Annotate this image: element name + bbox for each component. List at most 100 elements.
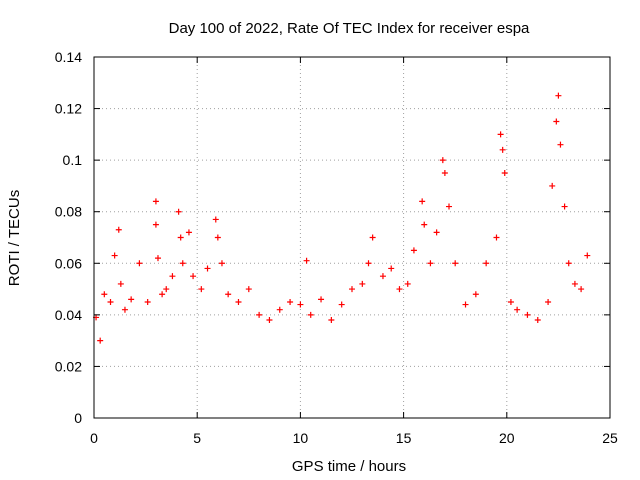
data-point bbox=[303, 257, 310, 264]
data-point bbox=[427, 260, 434, 267]
data-point bbox=[404, 280, 411, 287]
data-point bbox=[297, 301, 304, 308]
ticks-layer bbox=[93, 56, 611, 419]
data-point bbox=[212, 216, 219, 223]
y-tick-label: 0 bbox=[74, 410, 82, 426]
data-point bbox=[266, 317, 273, 324]
data-point bbox=[218, 260, 225, 267]
y-tick-label: 0.12 bbox=[55, 101, 82, 117]
data-point bbox=[136, 260, 143, 267]
data-point bbox=[97, 337, 104, 344]
data-point bbox=[555, 92, 562, 99]
data-point bbox=[179, 260, 186, 267]
y-tick-label: 0.04 bbox=[55, 307, 82, 323]
data-point bbox=[328, 317, 335, 324]
data-point bbox=[545, 298, 552, 305]
data-point bbox=[152, 221, 159, 228]
data-point bbox=[117, 280, 124, 287]
y-tick-label: 0.06 bbox=[55, 255, 82, 271]
y-tick-labels: 0 0.02 0.04 0.06 0.08 0.1 0.12 0.14 bbox=[55, 49, 82, 426]
x-tick-label: 20 bbox=[499, 430, 515, 446]
data-point bbox=[115, 226, 122, 233]
data-point bbox=[198, 286, 205, 293]
data-point bbox=[578, 286, 585, 293]
data-point bbox=[163, 286, 170, 293]
data-point bbox=[441, 170, 448, 177]
x-tick-label: 15 bbox=[396, 430, 412, 446]
chart-title: Day 100 of 2022, Rate Of TEC Index for r… bbox=[169, 20, 530, 37]
data-point bbox=[256, 311, 263, 318]
data-point bbox=[497, 131, 504, 138]
data-point bbox=[159, 291, 166, 298]
data-point bbox=[396, 286, 403, 293]
data-point bbox=[421, 221, 428, 228]
x-axis-label: GPS time / hours bbox=[292, 458, 406, 475]
data-point bbox=[499, 146, 506, 153]
data-point bbox=[225, 291, 232, 298]
y-axis-label: ROTI / TECUs bbox=[6, 190, 23, 286]
data-point bbox=[571, 280, 578, 287]
data-point bbox=[507, 298, 514, 305]
data-point bbox=[472, 291, 479, 298]
y-tick-label: 0.14 bbox=[55, 49, 82, 65]
data-point bbox=[501, 170, 508, 177]
data-point bbox=[433, 229, 440, 236]
data-point bbox=[349, 286, 355, 293]
y-tick-label: 0.1 bbox=[63, 152, 83, 168]
data-point bbox=[557, 141, 564, 148]
data-points-layer bbox=[93, 92, 591, 344]
data-point bbox=[287, 298, 294, 305]
grid-layer bbox=[94, 57, 610, 418]
data-point bbox=[452, 260, 459, 267]
data-point bbox=[154, 255, 161, 262]
data-point bbox=[235, 298, 242, 305]
data-point bbox=[144, 298, 151, 305]
x-tick-label: 5 bbox=[193, 430, 201, 446]
data-point bbox=[379, 273, 386, 280]
y-tick-label: 0.08 bbox=[55, 204, 82, 220]
data-point bbox=[369, 234, 376, 241]
data-point bbox=[318, 296, 325, 303]
x-tick-label: 10 bbox=[293, 430, 309, 446]
data-point bbox=[111, 252, 118, 259]
data-point bbox=[307, 311, 314, 318]
data-point bbox=[276, 306, 283, 313]
data-point bbox=[439, 157, 446, 164]
data-point bbox=[483, 260, 490, 267]
data-point bbox=[410, 247, 417, 254]
data-point bbox=[534, 317, 541, 324]
data-point bbox=[446, 203, 453, 210]
data-point bbox=[419, 198, 426, 205]
data-point bbox=[388, 265, 395, 272]
data-point bbox=[152, 198, 159, 205]
data-point bbox=[565, 260, 572, 267]
data-point bbox=[121, 306, 128, 313]
x-tick-label: 0 bbox=[90, 430, 98, 446]
data-point bbox=[365, 260, 372, 267]
data-point bbox=[524, 311, 531, 318]
data-point bbox=[462, 301, 469, 308]
data-point bbox=[177, 234, 184, 241]
data-point bbox=[338, 301, 345, 308]
data-point bbox=[584, 252, 591, 259]
data-point bbox=[107, 298, 114, 305]
data-point bbox=[214, 234, 221, 241]
data-point bbox=[169, 273, 176, 280]
data-point bbox=[204, 265, 211, 272]
data-point bbox=[514, 306, 521, 313]
x-tick-label: 25 bbox=[602, 430, 618, 446]
data-point bbox=[553, 118, 560, 125]
data-point bbox=[190, 273, 197, 280]
data-point bbox=[561, 203, 568, 210]
data-point bbox=[128, 296, 135, 303]
data-point bbox=[101, 291, 108, 298]
data-point bbox=[359, 280, 366, 287]
y-tick-label: 0.02 bbox=[55, 358, 82, 374]
data-point bbox=[493, 234, 500, 241]
plot-frame bbox=[93, 56, 611, 419]
data-point bbox=[175, 208, 182, 215]
data-point bbox=[245, 286, 252, 293]
x-tick-labels: 0 5 10 15 20 25 bbox=[90, 430, 618, 446]
data-point bbox=[185, 229, 192, 236]
